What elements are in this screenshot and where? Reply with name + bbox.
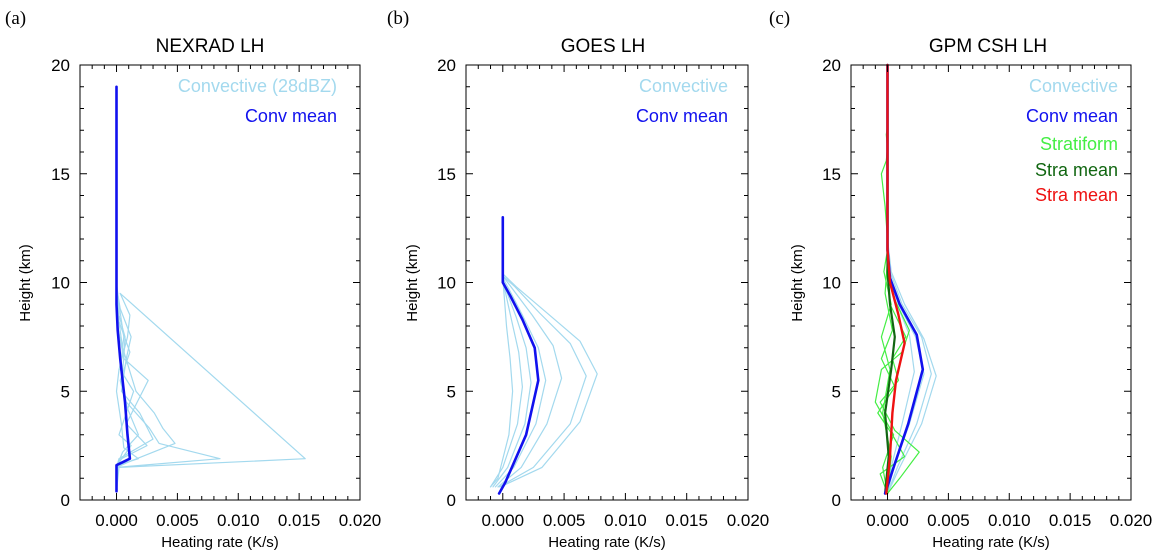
legend-entry: Convective (28dBZ)	[178, 76, 337, 96]
series-line	[886, 238, 937, 495]
x-tick-label: 0.010	[988, 511, 1031, 530]
x-tick-label: 0.005	[156, 511, 199, 530]
y-tick-label: 15	[437, 165, 456, 184]
plot-area	[115, 85, 306, 493]
series-line	[874, 271, 911, 495]
axis-ticks: 0.000 0.005 0.010 0.015 0.020 0 5 10 15 20	[437, 56, 769, 530]
y-tick-label: 5	[832, 382, 841, 401]
y-tick-label: 20	[437, 56, 456, 75]
x-tick-label: 0.005	[543, 511, 586, 530]
series-line	[115, 286, 149, 466]
y-tick-label: 5	[447, 382, 456, 401]
stra-mean-green-line	[883, 63, 896, 495]
x-tick-label: 0.010	[604, 511, 647, 530]
series-line	[886, 238, 932, 495]
legend-entry: Conv mean	[1026, 106, 1118, 126]
y-tick-label: 10	[822, 274, 841, 293]
y-axis-label: Height (km)	[404, 244, 421, 322]
x-axis-label: Heating rate (K/s)	[161, 534, 279, 551]
panel-title: GPM CSH LH	[929, 36, 1047, 57]
series-line	[879, 271, 920, 495]
series-line	[115, 292, 306, 492]
conv-mean-line	[497, 216, 540, 495]
legend: Convective Conv mean	[636, 76, 728, 126]
x-tick-label: 0.000	[866, 511, 909, 530]
y-tick-label: 0	[447, 491, 456, 510]
x-tick-label: 0.010	[217, 511, 260, 530]
legend: Convective (28dBZ) Conv mean	[178, 76, 337, 126]
y-tick-label: 20	[51, 56, 70, 75]
x-tick-label: 0.005	[927, 511, 970, 530]
y-tick-label: 15	[51, 165, 70, 184]
plot-area	[489, 216, 598, 495]
axis-ticks: 0.000 0.005 0.010 0.015 0.020 0 5 10 15 20	[51, 56, 381, 530]
y-tick-label: 20	[822, 56, 841, 75]
x-axis-label: Heating rate (K/s)	[548, 534, 666, 551]
x-tick-label: 0.020	[727, 511, 770, 530]
legend-entry: Conv mean	[245, 106, 337, 126]
panel-title: NEXRAD LH	[156, 36, 265, 57]
plot-area	[874, 63, 937, 495]
panel-tag-b: (b)	[387, 8, 409, 29]
conv-mean-line	[115, 85, 132, 493]
panel-title: GOES LH	[561, 36, 645, 57]
panel-tag-a: (a)	[5, 8, 26, 29]
x-tick-label: 0.020	[1110, 511, 1153, 530]
series-line	[115, 303, 176, 468]
legend-entry: Stratiform	[1040, 134, 1118, 154]
panel-gpm: (c) GPM CSH LH 0.000 0.005 0.010 0.015 0.020…	[769, 8, 1152, 551]
x-tick-label: 0.000	[95, 511, 138, 530]
y-axis-label: Height (km)	[789, 244, 806, 322]
x-axis-label: Heating rate (K/s)	[932, 534, 1050, 551]
legend-entry: Convective	[639, 76, 728, 96]
series-line	[489, 277, 514, 488]
y-tick-label: 10	[437, 274, 456, 293]
y-tick-label: 0	[832, 491, 841, 510]
series-line	[498, 275, 587, 488]
x-tick-label: 0.020	[339, 511, 382, 530]
legend-entry: Convective	[1029, 76, 1118, 96]
x-tick-label: 0.015	[665, 511, 708, 530]
legend-entry: Conv mean	[636, 106, 728, 126]
series-line	[492, 277, 532, 488]
panel-nexrad: (a) NEXRAD LH 0.000 0.005 0.010 0.015 0.0200…	[5, 8, 381, 551]
y-axis-label: Height (km)	[17, 244, 34, 322]
panel-tag-c: (c)	[769, 8, 790, 29]
y-tick-label: 15	[822, 165, 841, 184]
legend-entry: Stra mean	[1035, 185, 1118, 205]
axis-ticks: 0.000 0.005 0.010 0.015 0.020 0 5 10 15 20	[822, 56, 1152, 530]
stra-mean-red-line	[885, 63, 906, 495]
legend-entry: Stra mean	[1035, 160, 1118, 180]
panel-goes: (b) GOES LH 0.000 0.005 0.010 0.015 0.020 0 5 1…	[387, 8, 769, 551]
series-line	[494, 277, 547, 488]
x-tick-label: 0.015	[1049, 511, 1092, 530]
y-tick-label: 0	[61, 491, 70, 510]
series-line	[497, 275, 563, 488]
series-line	[489, 277, 524, 488]
x-tick-label: 0.000	[482, 511, 525, 530]
y-tick-label: 10	[51, 274, 70, 293]
x-tick-label: 0.015	[278, 511, 321, 530]
y-tick-label: 5	[61, 382, 70, 401]
series-line	[499, 273, 598, 488]
legend: Convective Conv mean Stratiform Stra mea…	[1026, 76, 1118, 205]
